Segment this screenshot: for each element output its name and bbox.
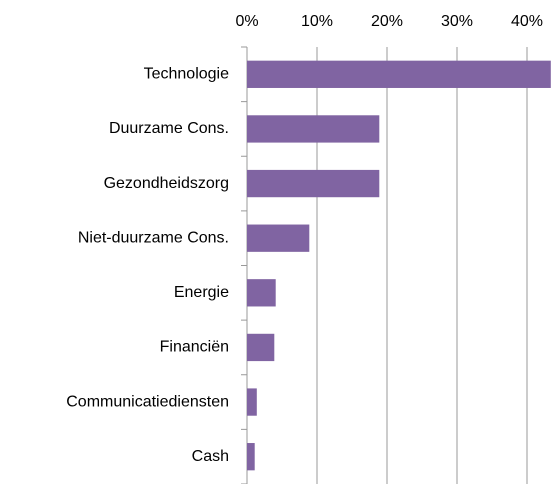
bar bbox=[247, 224, 310, 252]
x-tick-label: 30% bbox=[441, 13, 473, 30]
bar bbox=[247, 279, 276, 307]
y-tick-label: Cash bbox=[192, 448, 229, 465]
bar bbox=[247, 333, 275, 362]
y-tick-label: Energie bbox=[174, 284, 229, 301]
bar bbox=[247, 443, 255, 471]
y-tick-label: Duurzame Cons. bbox=[109, 120, 229, 137]
y-tick-label: Technologie bbox=[144, 66, 230, 83]
y-tick-label: Financiën bbox=[160, 339, 229, 356]
x-tick-label: 10% bbox=[301, 13, 333, 30]
bar bbox=[247, 60, 551, 88]
x-tick-label: 40% bbox=[511, 13, 543, 30]
bar bbox=[247, 388, 257, 416]
y-tick-label: Gezondheidszorg bbox=[104, 175, 229, 192]
y-tick-label: Niet-duurzame Cons. bbox=[78, 229, 229, 246]
bar bbox=[247, 169, 380, 198]
x-tick-label: 0% bbox=[235, 13, 258, 30]
bar bbox=[247, 115, 380, 143]
y-tick-label: Communicatiediensten bbox=[66, 393, 229, 410]
x-tick-label: 20% bbox=[371, 13, 403, 30]
